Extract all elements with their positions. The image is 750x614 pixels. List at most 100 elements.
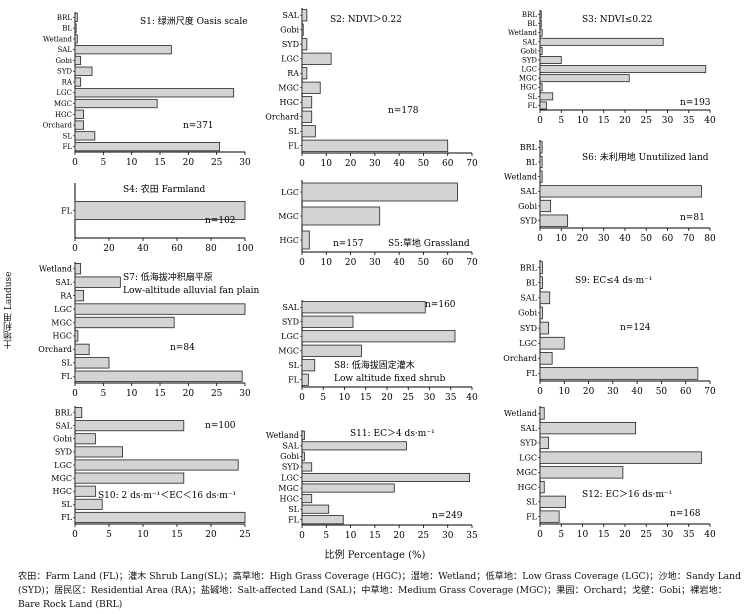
bar — [74, 289, 84, 302]
x-caption: 比例 Percentage (%) — [324, 550, 426, 561]
chart-panel-s1: 0 5 10 15 20 25 30 BRL BL Wetland SAL Gobi SYD RA LGC M… — [42, 12, 251, 168]
x-tick-label: 40 — [393, 258, 405, 268]
sample-size-label: n=160 — [425, 300, 456, 310]
bar — [539, 436, 549, 450]
x-tick-label: 25 — [641, 116, 653, 126]
x-tick-label: 5 — [100, 389, 106, 399]
category-label: SL — [288, 127, 299, 136]
category-label: BL — [526, 158, 538, 167]
x-tick-label: 50 — [418, 159, 430, 169]
category-label: Orchard — [503, 354, 537, 363]
category-label: RA — [287, 69, 299, 78]
bar — [74, 472, 185, 484]
bar — [539, 141, 543, 154]
bar — [74, 98, 158, 109]
x-tick-label: 10 — [577, 530, 589, 540]
bar — [301, 504, 330, 514]
category-label: MGC — [51, 474, 72, 483]
category-label: SAL — [282, 11, 299, 20]
sample-size-label: n=81 — [680, 213, 705, 223]
x-tick-label: 60 — [442, 258, 454, 268]
bar — [74, 316, 175, 329]
category-label: SAL — [282, 442, 299, 451]
bar — [539, 306, 543, 320]
bar — [301, 139, 449, 152]
x-tick-label: 25 — [641, 530, 653, 540]
x-tick-label: 30 — [662, 116, 674, 126]
x-tick-label: 70 — [704, 387, 716, 397]
bar — [539, 214, 569, 227]
bar — [74, 343, 90, 356]
x-tick-label: 70 — [683, 234, 695, 244]
category-label: Gobi — [518, 309, 537, 318]
x-tick-label: 30 — [369, 258, 381, 268]
bar — [301, 451, 305, 461]
bar — [74, 142, 220, 152]
category-label: Orchard — [38, 345, 72, 354]
category-label: MGC — [519, 75, 537, 83]
category-label: Wetland — [508, 29, 538, 37]
x-tick-label: 0 — [299, 531, 305, 541]
x-tick-label: 5 — [106, 530, 112, 540]
bar — [301, 230, 310, 250]
bar — [74, 77, 82, 87]
x-tick-label: 10 — [339, 393, 351, 403]
x-tick-label: 0 — [537, 234, 543, 244]
panel-title: S9: EC≤4 ds·m⁻¹ — [575, 276, 653, 286]
x-tick-label: 15 — [598, 116, 610, 126]
x-tick-label: 0 — [299, 258, 305, 268]
bar — [301, 494, 313, 504]
category-label: LGC — [281, 55, 299, 64]
bar — [301, 315, 354, 328]
chart-panel-s6: 0 10 20 30 40 50 60 70 80 BRL BL Wetland SAL Gobi SYD S… — [504, 140, 716, 244]
x-tick-label: 25 — [418, 531, 430, 541]
category-label: SL — [61, 500, 72, 509]
sample-size-label: n=100 — [205, 421, 236, 431]
x-tick-label: 0 — [72, 244, 78, 254]
chart-panel-s9: 0 10 20 30 40 50 60 70 BRL BL SAL Gobi SYD LGC Orchard… — [503, 260, 716, 397]
panel-title: S12: EC＞16 ds·m⁻¹ — [582, 490, 672, 500]
panel-title: S3: NDVI≤0.22 — [582, 15, 652, 25]
category-label: MGC — [278, 212, 299, 221]
x-tick-label: 20 — [183, 389, 195, 399]
category-label: HGC — [280, 98, 300, 107]
category-label: BRL — [522, 11, 537, 19]
bar — [301, 462, 313, 472]
x-tick-label: 25 — [211, 389, 223, 399]
category-label: BL — [62, 25, 72, 33]
x-tick-label: 10 — [126, 158, 138, 168]
category-label: SYD — [282, 463, 299, 472]
x-tick-label: 30 — [424, 393, 436, 403]
panel-title: S10: 2 ds·m⁻¹＜EC＜16 ds·m⁻¹ — [98, 491, 236, 501]
panel-title: S8: 低海拔固定灌木 — [334, 359, 415, 371]
x-tick-label: 15 — [171, 530, 183, 540]
category-label: Gobi — [518, 202, 537, 211]
category-label: BRL — [55, 408, 73, 417]
category-label: MGC — [278, 484, 299, 493]
x-tick-label: 5 — [558, 530, 564, 540]
category-label: MGC — [516, 468, 537, 477]
bar — [74, 485, 96, 497]
bar — [539, 28, 543, 37]
bar — [301, 441, 407, 451]
panel-title: S5:草地 Grassland — [388, 237, 470, 249]
bar — [74, 131, 96, 141]
x-tick-label: 80 — [205, 244, 217, 254]
x-tick-label: 40 — [137, 244, 149, 254]
bar — [539, 421, 637, 435]
category-label: SAL — [523, 38, 538, 46]
category-label: LGC — [519, 453, 537, 462]
bar — [301, 206, 381, 226]
bar — [74, 330, 79, 342]
x-tick-label: 70 — [466, 258, 478, 268]
chart-panel-s12: 0 5 10 15 20 25 30 35 40 Wetland SAL SYD LGC MGC HGC SL… — [504, 406, 716, 540]
bar — [539, 407, 545, 420]
chart-panel-s5: 0 10 20 30 40 50 60 70 LGC MGC HGC S5:草地 Grassland n… — [278, 180, 478, 268]
bar — [301, 301, 426, 314]
x-tick-label: 30 — [598, 234, 610, 244]
x-tick-label: 20 — [577, 234, 589, 244]
category-label: HGC — [280, 236, 300, 245]
category-label: HGC — [280, 494, 300, 503]
x-tick-label: 40 — [631, 387, 643, 397]
